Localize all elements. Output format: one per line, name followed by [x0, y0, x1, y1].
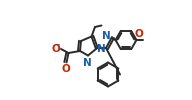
Text: O: O — [62, 64, 70, 74]
Text: N: N — [103, 31, 111, 41]
Text: N: N — [83, 58, 92, 68]
Text: N: N — [97, 44, 106, 54]
Text: O: O — [51, 44, 60, 54]
Text: ⁻: ⁻ — [54, 42, 60, 52]
Text: O: O — [135, 29, 144, 39]
